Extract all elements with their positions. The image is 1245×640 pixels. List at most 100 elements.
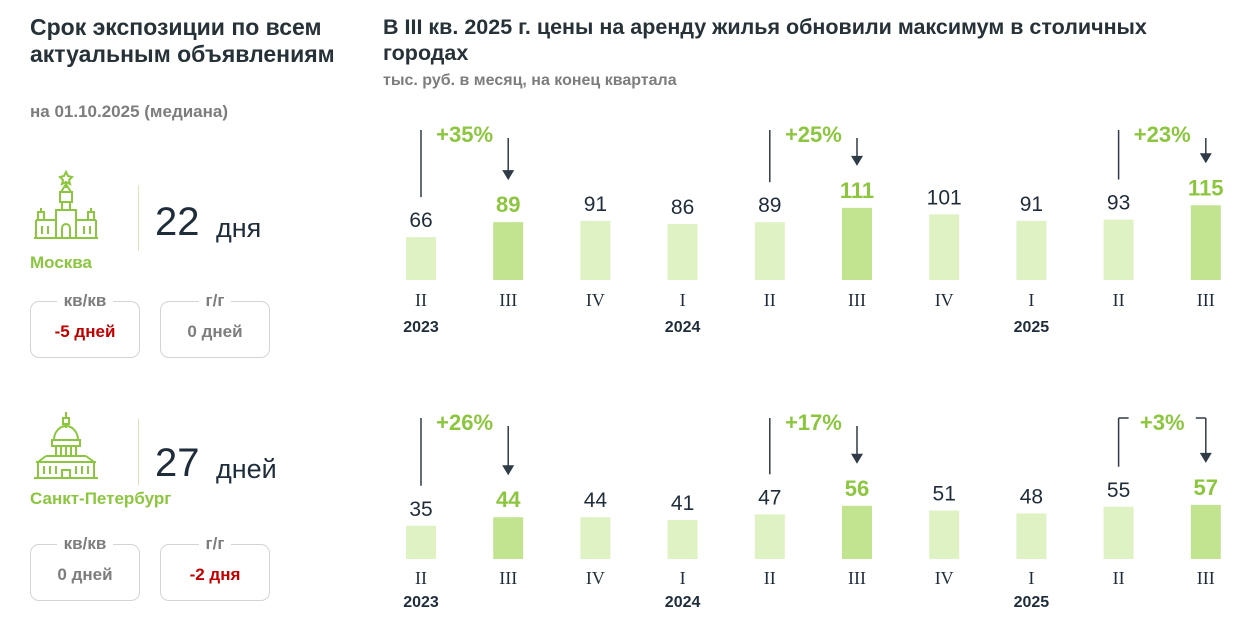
tick-label: II (764, 290, 776, 310)
year-label: 2024 (665, 594, 701, 611)
data-label: 35 (409, 498, 432, 521)
bar (929, 510, 960, 559)
data-label: 91 (1020, 193, 1043, 216)
bar (842, 505, 872, 559)
data-label: 41 (671, 492, 694, 515)
divider (138, 185, 139, 251)
capitol-dome-icon (34, 412, 98, 479)
bar (493, 222, 524, 280)
tick-label: III (499, 290, 517, 310)
yoy-value: 0 дней (187, 322, 243, 341)
growth-annotation: +17% (785, 410, 842, 435)
tick-label: II (415, 290, 427, 310)
tick-label: II (415, 568, 427, 588)
yoy-box: г/г -2 дня (160, 534, 270, 601)
data-label: 47 (758, 486, 781, 509)
growth-annotation: +26% (436, 410, 493, 435)
bar (754, 514, 785, 559)
arrow-head-icon (502, 465, 515, 476)
data-label: 51 (933, 483, 956, 506)
year-label: 2025 (1014, 319, 1050, 336)
city-name-moscow: Москва (30, 253, 92, 272)
chart-title: В III кв. 2025 г. цены на аренду жилья о… (383, 15, 1147, 65)
tick-label: I (1028, 568, 1034, 588)
bar (1016, 220, 1047, 280)
data-label: 56 (845, 476, 869, 501)
growth-annotation: +3% (1140, 410, 1185, 435)
data-label: 111 (840, 178, 874, 203)
arrow-head-icon (851, 453, 863, 464)
qoq-label: кв/кв (56, 291, 114, 310)
city-name-spb: Санкт-Петербург (30, 489, 172, 508)
data-label: 55 (1107, 479, 1130, 502)
tick-label: IV (935, 290, 954, 310)
arrow-head-icon (1199, 153, 1212, 164)
year-label: 2023 (403, 319, 439, 336)
exposure-days-value: 22 (155, 200, 200, 244)
arrow-head-icon (851, 155, 863, 166)
yoy-box: г/г 0 дней (160, 291, 270, 358)
bar (1190, 205, 1221, 280)
growth-annotation: +23% (1134, 122, 1191, 147)
tick-label: IV (586, 568, 605, 588)
qoq-value: -5 дней (54, 322, 116, 341)
tick-label: III (1197, 568, 1215, 588)
tick-label: I (680, 568, 686, 588)
data-label: 89 (496, 192, 520, 217)
data-label: 89 (758, 194, 781, 217)
yoy-label: г/г (198, 291, 232, 310)
year-label: 2024 (665, 319, 701, 336)
bar (1103, 506, 1134, 559)
left-panel-title: Срок экспозиции по всем актуальным объяв… (30, 14, 335, 67)
bar (929, 214, 960, 280)
yoy-label: г/г (198, 534, 232, 553)
exposure-days-unit: дня (216, 213, 262, 243)
arrow-head-icon (502, 170, 515, 181)
data-label: 57 (1194, 475, 1218, 500)
bar (1016, 513, 1047, 559)
left-panel-subtitle: на 01.10.2025 (медиана) (30, 102, 229, 121)
bar (406, 525, 436, 559)
arrow-head-icon (1199, 452, 1212, 463)
tick-label: I (1028, 290, 1034, 310)
tick-label: IV (935, 568, 954, 588)
data-label: 48 (1020, 485, 1043, 508)
data-label: 115 (1188, 175, 1224, 200)
exposure-days-unit: дней (216, 454, 277, 484)
bar (667, 520, 698, 559)
tick-label: III (1197, 290, 1215, 310)
qoq-value: 0 дней (57, 565, 113, 584)
bar (754, 222, 785, 280)
qoq-label: кв/кв (56, 534, 114, 553)
data-label: 93 (1107, 192, 1130, 215)
data-label: 91 (584, 193, 607, 216)
data-label: 44 (496, 487, 521, 512)
data-label: 101 (927, 186, 962, 209)
tick-label: III (848, 290, 866, 310)
qoq-box: кв/кв -5 дней (30, 291, 140, 358)
growth-annotation: +25% (785, 122, 842, 147)
tick-label: IV (586, 290, 605, 310)
moscow-rent-chart: 66 II 89 III 91 IV 86 I 89 II 111 III 101 IV 91 I 93 II 11… (403, 122, 1224, 336)
year-label: 2025 (1014, 594, 1050, 611)
bar (580, 220, 611, 280)
bar (667, 224, 698, 280)
yoy-value: -2 дня (189, 565, 241, 584)
data-label: 66 (409, 209, 432, 232)
kremlin-icon (34, 170, 98, 239)
qoq-box: кв/кв 0 дней (30, 534, 140, 601)
bar (842, 207, 872, 280)
data-label: 44 (584, 489, 608, 512)
year-label: 2023 (403, 594, 439, 611)
data-label: 86 (671, 196, 694, 219)
bar (580, 517, 611, 559)
bar (493, 517, 524, 559)
tick-label: III (848, 568, 866, 588)
tick-label: II (1113, 290, 1125, 310)
bar (406, 237, 436, 280)
tick-label: I (680, 290, 686, 310)
bar (1190, 504, 1221, 559)
tick-label: II (764, 568, 776, 588)
tick-label: III (499, 568, 517, 588)
